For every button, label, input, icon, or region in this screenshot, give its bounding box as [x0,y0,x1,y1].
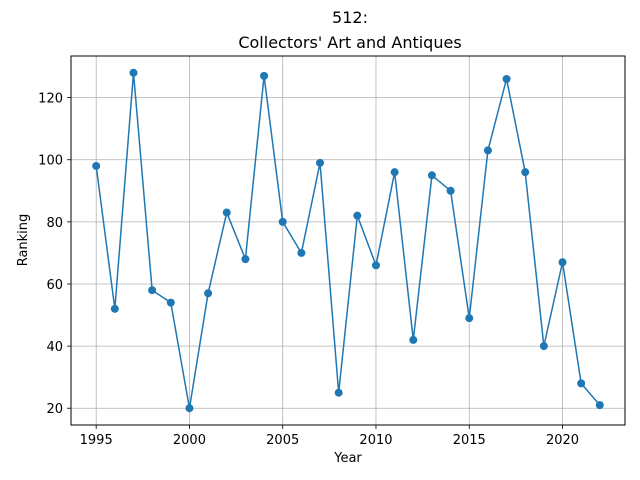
data-point [483,146,492,155]
data-point [316,158,325,167]
x-axis-label: Year [333,451,362,466]
grid-lines [71,56,625,425]
y-tick-label: 120 [38,92,63,107]
data-point [166,298,175,307]
series-line [95,72,601,409]
data-point [92,161,101,170]
data-point [409,335,418,344]
data-point [558,258,567,267]
y-tick-label: 80 [46,216,63,231]
data-point [334,388,343,397]
y-tick-label: 100 [38,154,63,169]
data-point [260,71,269,80]
x-tick-label: 2010 [359,433,392,448]
data-point [390,168,399,177]
data-point [204,289,213,298]
x-tick-label: 1995 [80,433,113,448]
x-tick-label: 2015 [453,433,486,448]
data-point [241,255,250,264]
y-tick-label: 20 [46,402,63,417]
data-point [427,171,436,180]
data-point [353,211,362,220]
data-point [148,286,157,295]
x-tick-label: 2020 [546,433,579,448]
data-point [185,404,194,413]
x-tick-label: 2000 [173,433,206,448]
data-series [92,68,604,413]
plot-area-frame [70,55,626,426]
data-point [539,342,548,351]
x-tick-label: 2005 [266,433,299,448]
chart-title-line-2: Collectors' Art and Antiques [238,33,461,52]
data-point [465,314,474,323]
y-axis-label: Ranking [16,214,31,267]
y-axis-ticks: 20 40 60 80 100 120 [38,92,71,417]
data-point [297,248,306,257]
data-point [371,261,380,270]
data-point [502,74,511,83]
data-point [521,168,530,177]
data-point [595,401,604,410]
data-point [278,217,287,226]
x-axis-ticks: 1995 2000 2005 2010 2015 2020 [80,425,579,448]
chart-title-line-1: 512: [332,8,368,27]
y-tick-label: 60 [46,278,63,293]
data-point [446,186,455,195]
y-tick-label: 40 [46,340,63,355]
data-point [577,379,586,388]
data-point [222,208,231,217]
data-point [129,68,138,77]
data-point [110,304,119,313]
